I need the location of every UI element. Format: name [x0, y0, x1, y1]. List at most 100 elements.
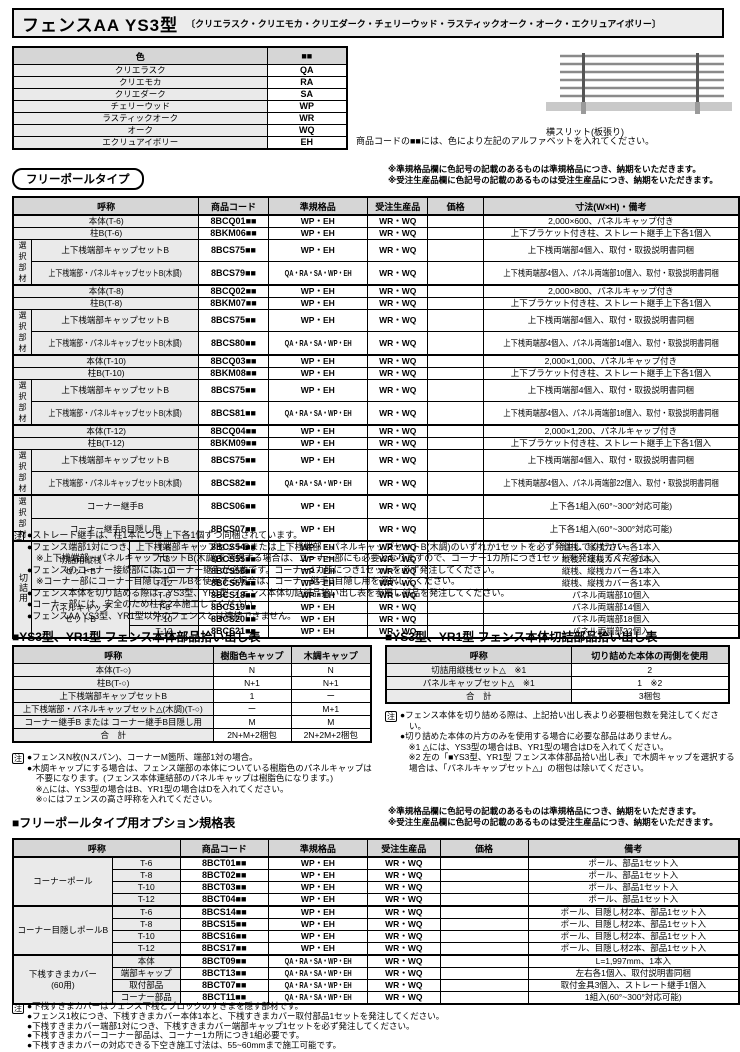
stock-notice-option: ※準規格品欄に色記号の記載のあるものは準規格品につき、納期をいただきます。 ※受注…	[388, 806, 736, 828]
item-name-cell: 柱B(T-10)	[12, 367, 200, 380]
wood-cap-cell: N	[290, 663, 372, 677]
order-production-cell: WR・WQ	[366, 297, 429, 310]
note-line: ※1 △には、YS3型の場合はB、YR1型の場合はDを入れてください。	[400, 741, 669, 752]
remarks-cell: 左右各1個入、取付説明書同梱	[527, 967, 740, 980]
table-row: 選択 部材 上下桟端部キャップセットB 8BCS75■■ WP・EH WR・WQ 上下桟両端…	[12, 378, 740, 426]
size-cell: T-12	[111, 942, 181, 956]
color-code-placeholder: ■■	[266, 46, 348, 65]
color-code-cell: QA	[266, 64, 348, 77]
price-cell	[427, 214, 484, 228]
semi-standard-cell: QA・RA・SA・WP・EH	[267, 401, 368, 426]
parts-table-title: ■YS3型、YR1型 フェンス本体部品拾い出し表	[12, 630, 261, 644]
item-name-cell: 上下桟端部・パネルキャップセットB(木調)	[31, 401, 200, 426]
order-production-cell: WR・WQ	[367, 918, 441, 931]
order-production-cell: WR・WQ	[366, 437, 429, 450]
price-cell	[439, 930, 529, 943]
color-name-cell: クリエモカ	[12, 76, 268, 89]
table-row: 選択 部材 上下桟端部キャップセットB 8BCS75■■ WP・EH WR・WQ 上下桟両端…	[12, 308, 740, 356]
remarks-cell: ポール、部品1セット入	[527, 881, 740, 894]
size-cell: 本体	[111, 954, 181, 968]
price-cell	[427, 613, 484, 626]
note-line: ●下桟すきまカバーコーナー部品は、コーナー1カ所につき1組必要です。	[27, 1030, 305, 1041]
price-cell	[427, 354, 484, 368]
spec-note-cell: パネル両端部22個入	[482, 625, 740, 639]
price-cell	[439, 905, 529, 919]
price-cell	[439, 967, 529, 980]
semi-standard-cell: WP・EH	[267, 930, 369, 943]
order-production-cell: WR・WQ	[367, 869, 441, 882]
order-production-cell: WR・WQ	[367, 942, 441, 956]
item-name-cell: 柱B(T-12)	[12, 437, 200, 450]
spec-note-cell: 上下桟両端部4個入、取付・取扱説明書同梱	[482, 238, 740, 263]
size-cell: T-12	[111, 893, 181, 907]
spec-note-cell: 上下桟両端部4個入、パネル両端部22個入、取付・取扱説明書同梱	[482, 471, 740, 496]
semi-standard-cell: WP・EH	[267, 424, 368, 438]
table-row: 下桟すきまカバー (60用) 本体 8BCT09■■ QA・RA・SA・WP・EH WR・…	[12, 954, 740, 1005]
color-code-cell: EH	[266, 136, 348, 150]
wood-cap-cell: N+1	[290, 676, 372, 690]
order-production-cell: WR・WQ	[366, 367, 429, 380]
item-name-cell: 本体(T-12)	[12, 424, 200, 438]
table-row: 柱B(T-12) 8BKM09■■ WP・EH WR・WQ 上下ブラケット付き柱、ストレ…	[12, 437, 740, 450]
spec-note-cell: 2,000×1,000、パネルキャップ付き	[482, 354, 740, 368]
product-code-cell: 8BCQ01■■	[198, 214, 269, 228]
price-cell	[439, 918, 529, 931]
group-name-cell: コーナー目隠しポールB	[12, 905, 113, 956]
semi-standard-column-header: 準規格品	[267, 196, 368, 216]
semi-standard-cell: WP・EH	[267, 881, 369, 894]
price-cell	[439, 893, 529, 907]
resin-cap-cell: ー	[212, 702, 292, 716]
item-name-cell: 柱B(T-6)	[12, 227, 200, 240]
size-cell: T-12	[128, 625, 200, 639]
parts-table-notes: 注 ●フェンスN枚(Nスパン)、コーナーM箇所、端部1対の場合。 ●木調キャップに…	[12, 752, 376, 805]
note-line: ●下桟すきまカバーの対応できる下空き施工寸法は、55~60mmまで施工可能です。	[27, 1040, 342, 1051]
item-name-cell: 合 計	[385, 689, 572, 704]
order-production-cell: WR・WQ	[367, 967, 441, 980]
size-cell: T-8	[111, 918, 181, 931]
fence-diagram: 横スリット(板張り)	[546, 50, 732, 138]
semi-standard-cell: WP・EH	[267, 284, 368, 298]
fence-illustration	[546, 53, 732, 114]
price-cell	[427, 238, 484, 263]
product-code-cell: 8BCT04■■	[179, 893, 269, 907]
item-name-cell: 上下桟端部キャップセットB	[31, 308, 200, 333]
table-row: 色 ■■	[12, 46, 348, 65]
spec-note-cell: 上下桟両端部4個入、パネル両端部10個入、取付・取扱説明書同梱	[482, 261, 740, 286]
remarks-column-header: 備考	[527, 838, 740, 858]
item-name-cell: 上下桟端部キャップセットB	[31, 378, 200, 403]
table-row: 選択 部材 上下桟端部キャップセットB 8BCS75■■ WP・EH WR・WQ 上下桟両端…	[12, 238, 740, 286]
table-row: 上下桟端部・パネルキャップセットB(木調) 8BCS80■■ QA・RA・SA・WP…	[13, 331, 740, 356]
price-cell	[427, 437, 484, 450]
table-row: T-8 8BCT02■■ WP・EH WR・WQ ポール、部品1セット入	[13, 869, 740, 882]
size-cell: コーナー部品	[111, 991, 181, 1005]
table-row: 柱B(T-○) N+1 N+1	[12, 676, 372, 690]
free-pole-notes: 注 ●ストレート継手は、柱1本につき上下各1個ずつ同梱されています。 ●フェンス端…	[12, 530, 728, 622]
semi-standard-cell: WP・EH	[267, 517, 368, 542]
order-production-cell: WR・WQ	[367, 991, 441, 1005]
note-line: ●フェンス本体を切り詰める際は、YS3型、YR1型 フェンス本体切詰部品拾い出し…	[27, 587, 510, 598]
semi-standard-column-header: 準規格品	[267, 838, 369, 858]
item-name-cell: 上下桟端部キャップセットB	[31, 448, 200, 473]
side-label-cell: 選択 部材	[12, 309, 33, 356]
semi-standard-cell: WP・EH	[267, 613, 368, 626]
price-cell	[427, 331, 484, 356]
remarks-cell: 取付金具3個入、ストレート継手1個入	[527, 979, 740, 992]
product-code-cell: 8BCT02■■	[179, 869, 269, 882]
table-row: 呼称 商品コード 準規格品 受注生産品 価格 備考	[12, 838, 740, 858]
item-name-cell: コーナー継手B または コーナー継手B目隠し用	[12, 715, 214, 729]
semi-standard-cell: QA・RA・SA・WP・EH	[267, 471, 368, 496]
color-name-cell: クリエラスク	[12, 64, 268, 77]
size-cell: T-6	[111, 856, 181, 870]
side-label-cell: 選択 部材	[12, 379, 33, 426]
name-column-header: 呼称	[12, 838, 181, 858]
size-cell: 端部キャップ	[111, 967, 181, 980]
price-cell	[439, 979, 529, 992]
cut-table-notes: 注 ●フェンス本体を切り詰める際は、上記拾い出し表より必要梱包数を発注してくださ…	[385, 710, 735, 773]
order-production-cell: WR・WQ	[366, 448, 429, 473]
order-production-cell: WR・WQ	[366, 284, 429, 298]
size-cell: T-10	[111, 881, 181, 894]
table-row: 上下桟端部・パネルキャップセット△(木調)(T-○) ー M+1	[12, 702, 372, 716]
note-line: ●フェンス本体を切り詰める際は、上記拾い出し表より必要梱包数を発注してください。	[400, 710, 719, 731]
option-table: 呼称 商品コード 準規格品 受注生産品 価格 備考 コーナーポール T-6 8BCT01■■ WP…	[12, 838, 740, 1005]
side-label-cell: 選択 部材	[12, 239, 33, 286]
